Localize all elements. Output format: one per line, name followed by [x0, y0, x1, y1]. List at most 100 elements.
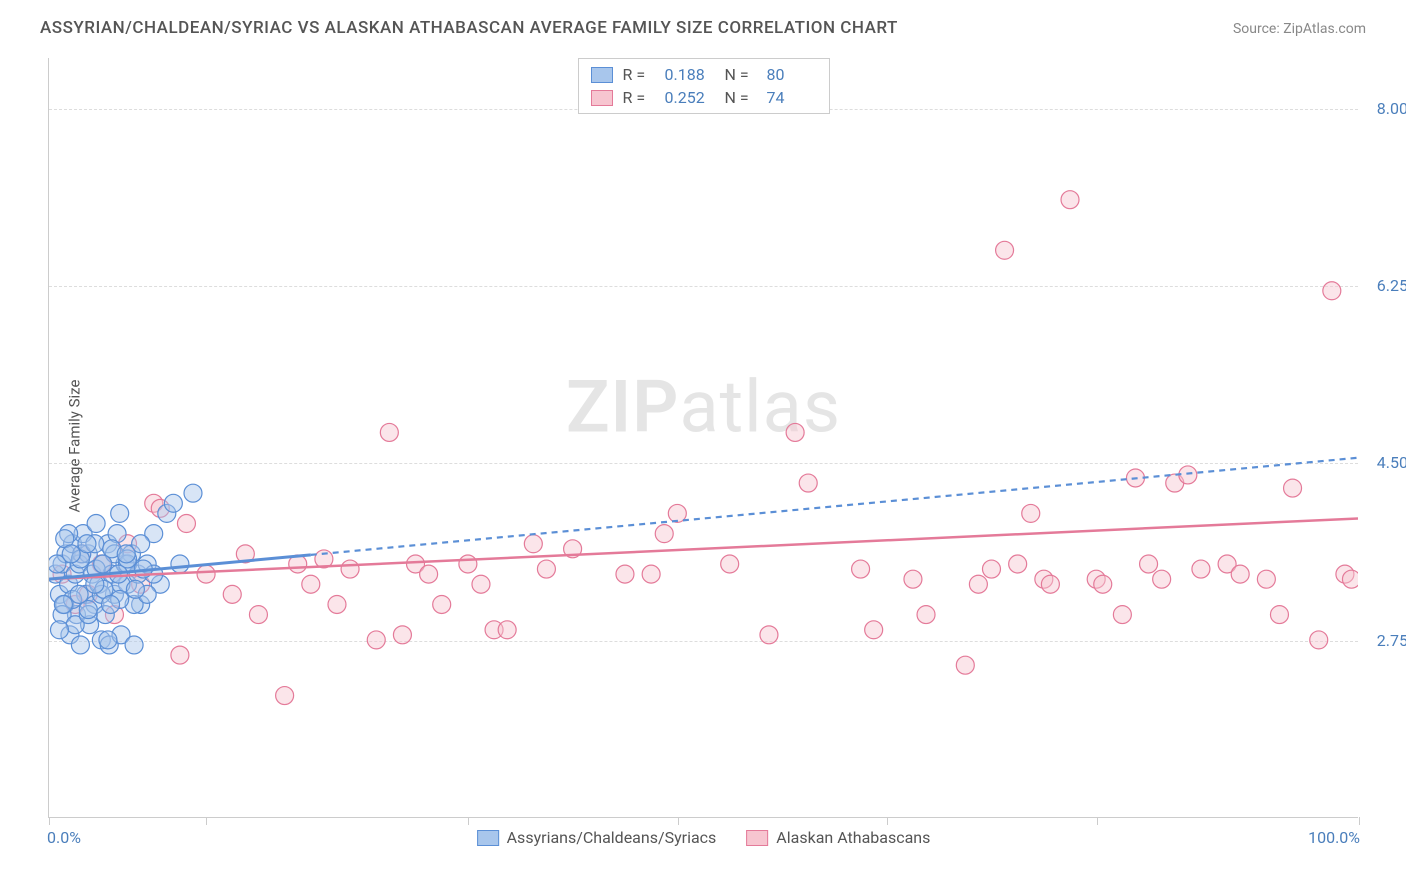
data-point [498, 621, 516, 639]
r-label: R = [623, 88, 655, 107]
data-point [472, 575, 490, 593]
data-point [1284, 479, 1302, 497]
y-tick-label: 8.00 [1377, 99, 1406, 118]
r-value: 0.188 [665, 65, 715, 84]
data-point [126, 580, 144, 598]
x-tick [887, 817, 888, 825]
data-point [655, 525, 673, 543]
data-point [393, 626, 411, 644]
x-tick [49, 817, 50, 825]
data-point [1231, 565, 1249, 583]
n-label: N = [725, 65, 757, 84]
data-point [1310, 631, 1328, 649]
data-point [1041, 575, 1059, 593]
data-point [54, 595, 72, 613]
series-legend: Assyrians/Chaldeans/Syriacs Alaskan Athab… [477, 828, 931, 847]
data-point [70, 585, 88, 603]
data-point [78, 535, 96, 553]
data-point [433, 595, 451, 613]
data-point [1179, 466, 1197, 484]
data-point [380, 423, 398, 441]
data-point [982, 560, 1000, 578]
data-point [537, 560, 555, 578]
data-point [1094, 575, 1112, 593]
x-axis-max-label: 100.0% [1308, 828, 1360, 847]
data-point [786, 423, 804, 441]
data-point [721, 555, 739, 573]
data-point [184, 484, 202, 502]
data-point [969, 575, 987, 593]
data-point [171, 646, 189, 664]
data-point [616, 565, 634, 583]
data-point [71, 636, 89, 654]
y-tick-label: 4.50 [1377, 453, 1406, 472]
data-point [1113, 606, 1131, 624]
data-point [328, 595, 346, 613]
data-point [117, 545, 135, 563]
data-point [94, 555, 112, 573]
data-point [917, 606, 935, 624]
data-point [197, 565, 215, 583]
legend-swatch [746, 830, 768, 846]
data-point [865, 621, 883, 639]
chart-source: Source: ZipAtlas.com [1233, 21, 1366, 37]
data-point [956, 656, 974, 674]
data-point [1257, 570, 1275, 588]
data-point [99, 631, 117, 649]
y-tick-label: 2.75 [1377, 631, 1406, 650]
data-point [852, 560, 870, 578]
data-point [341, 560, 359, 578]
data-point [1342, 570, 1358, 588]
data-point [62, 545, 80, 563]
stats-legend-row: R = 0.252 N = 74 [591, 86, 817, 109]
stats-legend-row: R = 0.188 N = 80 [591, 63, 817, 86]
legend-swatch [591, 90, 613, 106]
data-point [1192, 560, 1210, 578]
r-value: 0.252 [665, 88, 715, 107]
plot-area: ZIPatlas 2.754.506.258.00 0.0% 100.0% R … [48, 58, 1358, 818]
x-tick [1359, 817, 1360, 825]
x-tick [206, 817, 207, 825]
x-axis-min-label: 0.0% [47, 828, 81, 847]
data-point [367, 631, 385, 649]
chart-header: ASSYRIAN/CHALDEAN/SYRIAC VS ALASKAN ATHA… [40, 18, 1366, 38]
x-tick [678, 817, 679, 825]
data-point [171, 555, 189, 573]
data-point [1009, 555, 1027, 573]
data-point [1140, 555, 1158, 573]
data-point [125, 636, 143, 654]
stats-legend: R = 0.188 N = 80 R = 0.252 N = 74 [578, 58, 830, 114]
data-point [223, 585, 241, 603]
data-point [87, 515, 105, 533]
data-point [996, 241, 1014, 259]
data-point [177, 515, 195, 533]
series-legend-label: Alaskan Athabascans [776, 828, 930, 847]
plot-svg [49, 58, 1358, 817]
data-point [524, 535, 542, 553]
data-point [799, 474, 817, 492]
legend-swatch [591, 67, 613, 83]
trend-line-blue-dashed [311, 458, 1358, 555]
n-label: N = [725, 88, 757, 107]
series-legend-label: Assyrians/Chaldeans/Syriacs [507, 828, 717, 847]
data-point [642, 565, 660, 583]
data-point [164, 494, 182, 512]
chart-title: ASSYRIAN/CHALDEAN/SYRIAC VS ALASKAN ATHA… [40, 18, 898, 38]
data-point [1061, 191, 1079, 209]
data-point [420, 565, 438, 583]
n-value: 74 [767, 88, 817, 107]
data-point [1153, 570, 1171, 588]
data-point [1270, 606, 1288, 624]
data-point [111, 504, 129, 522]
n-value: 80 [767, 65, 817, 84]
series-legend-item: Assyrians/Chaldeans/Syriacs [477, 828, 717, 847]
data-point [904, 570, 922, 588]
data-point [1323, 282, 1341, 300]
data-point [249, 606, 267, 624]
y-tick-label: 6.25 [1377, 276, 1406, 295]
data-point [459, 555, 477, 573]
r-label: R = [623, 65, 655, 84]
series-legend-item: Alaskan Athabascans [746, 828, 930, 847]
data-point [102, 595, 120, 613]
data-point [1022, 504, 1040, 522]
